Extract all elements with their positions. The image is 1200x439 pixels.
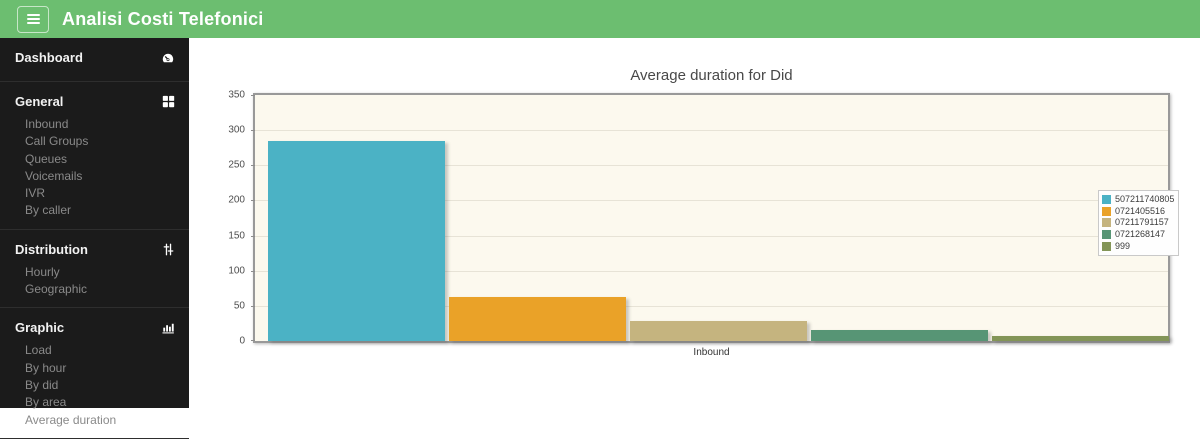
- bar-chart-icon: [161, 321, 175, 334]
- sidebar-section-label: General: [15, 94, 64, 109]
- bar-series-999: [992, 336, 1169, 341]
- sidebar-item-voicemails[interactable]: Voicemails: [25, 168, 83, 183]
- legend-label: 999: [1115, 240, 1131, 251]
- sidebar-item-graphic[interactable]: Graphic: [0, 312, 189, 342]
- legend-swatch: [1102, 218, 1111, 228]
- gridline: [255, 130, 1168, 132]
- sidebar-item-inbound[interactable]: Inbound: [25, 117, 69, 131]
- y-tick-label: 300: [228, 124, 245, 136]
- app-header: Analisi Costi Telefonici: [0, 0, 1200, 38]
- gridline: [255, 305, 1168, 307]
- y-tick-mark: [251, 95, 255, 96]
- sidebar-item-hourly[interactable]: Hourly: [25, 264, 60, 279]
- gridline: [255, 200, 1168, 202]
- legend-row: 0721268147: [1102, 229, 1174, 241]
- bar-series-0721405516: [449, 297, 626, 341]
- y-tick-mark: [251, 165, 255, 167]
- sidebar-section-label: Dashboard: [15, 50, 83, 65]
- sidebar: Dashboard General Inbound Call Groups Queues…: [0, 38, 189, 439]
- sidebar-item-ivr[interactable]: IVR: [25, 186, 46, 201]
- y-tick-label: 250: [228, 159, 245, 171]
- chart-title: Average duration for Did: [630, 67, 793, 84]
- legend-label: 0721268147: [1115, 229, 1166, 240]
- sidebar-section-dashboard: Dashboard: [0, 38, 189, 82]
- y-tick-mark: [251, 305, 255, 307]
- y-tick-mark: [251, 200, 255, 202]
- legend-label: 07211791157: [1115, 217, 1169, 228]
- legend-row: 507211740805: [1102, 194, 1174, 206]
- sidebar-item-distribution[interactable]: Distribution: [0, 234, 189, 264]
- y-tick-label: 150: [228, 230, 245, 242]
- sidebar-section-label: Graphic: [15, 320, 65, 336]
- y-tick-mark: [251, 340, 255, 341]
- sidebar-section-graphic: Graphic Load By hour By did By area Average d…: [0, 308, 189, 439]
- y-tick-label: 0: [239, 335, 245, 347]
- y-tick-label: 200: [228, 194, 245, 206]
- gridline: [255, 270, 1168, 272]
- bar-series-07211791157: [630, 321, 807, 341]
- y-tick-mark: [251, 130, 255, 132]
- sliders-icon: [162, 243, 175, 256]
- sidebar-item-by-area[interactable]: By area: [25, 395, 67, 410]
- sidebar-item-general[interactable]: General: [0, 86, 189, 116]
- main-content: Average duration for Did Inbound 0 50 100 1…: [189, 38, 1200, 408]
- sidebar-item-average-duration[interactable]: Average duration: [25, 412, 117, 427]
- legend-swatch: [1102, 241, 1111, 251]
- bar-series-507211740805: [268, 141, 445, 341]
- x-axis-label: Inbound: [693, 347, 730, 358]
- sidebar-item-by-hour[interactable]: By hour: [25, 360, 67, 375]
- y-tick-label: 100: [228, 265, 245, 277]
- sidebar-item-load[interactable]: Load: [25, 343, 52, 358]
- sidebar-section-distribution: Distribution Hourly Geographic: [0, 230, 189, 309]
- sidebar-item-dashboard[interactable]: Dashboard: [0, 42, 189, 72]
- sidebar-item-call-groups[interactable]: Call Groups: [25, 134, 89, 149]
- sidebar-item-geographic[interactable]: Geographic: [25, 282, 88, 297]
- app-title: Analisi Costi Telefonici: [62, 8, 264, 29]
- legend-row: 0721405516: [1102, 206, 1174, 218]
- legend-swatch: [1102, 230, 1111, 240]
- menu-button[interactable]: [17, 5, 49, 33]
- plot-area: Inbound 0 50 100 150 200 250 300 350 50721174080…: [228, 90, 1180, 358]
- sidebar-section-label: Distribution: [15, 241, 88, 257]
- legend-label: 0721405516: [1115, 205, 1166, 216]
- sidebar-item-queues[interactable]: Queues: [25, 151, 68, 166]
- legend: 507211740805 0721405516 07211791157 0721268…: [1098, 190, 1180, 256]
- legend-label: 507211740805: [1115, 194, 1175, 205]
- y-tick-mark: [251, 235, 255, 237]
- bar-series-0721268147: [811, 330, 988, 341]
- legend-swatch: [1102, 206, 1111, 216]
- sidebar-item-by-did[interactable]: By did: [25, 377, 59, 392]
- gauge-icon: [161, 51, 175, 65]
- y-tick-mark: [251, 270, 255, 272]
- sidebar-item-by-caller[interactable]: By caller: [25, 203, 72, 218]
- gridline: [255, 235, 1168, 237]
- y-tick-label: 350: [228, 89, 245, 101]
- legend-row: 07211791157: [1102, 217, 1174, 229]
- gridline: [255, 165, 1168, 167]
- grid-icon: [162, 95, 175, 108]
- y-tick-label: 50: [233, 300, 245, 312]
- legend-row: 999: [1102, 240, 1174, 252]
- legend-swatch: [1102, 195, 1111, 205]
- sidebar-section-general: General Inbound Call Groups Queues Voicemail…: [0, 82, 189, 230]
